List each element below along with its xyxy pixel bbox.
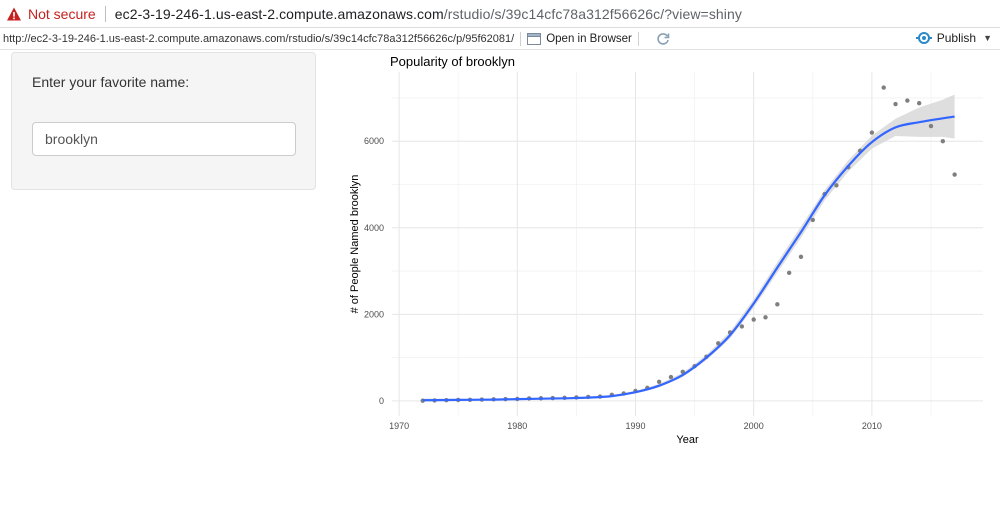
url-path: /rstudio/s/39c14cfc78a312f56626c/?view=s… bbox=[443, 5, 742, 22]
publish-label: Publish bbox=[936, 31, 977, 45]
data-point bbox=[763, 315, 768, 320]
warning-icon[interactable] bbox=[6, 6, 22, 22]
x-tick-label: 1980 bbox=[507, 421, 527, 431]
popularity-chart: 1970 1980 1990 2000 2010 0 2000 4000 6000 Popular… bbox=[340, 50, 1000, 450]
url-field[interactable]: ec2-3-19-246-1.us-east-2.compute.amazona… bbox=[115, 6, 742, 22]
data-point bbox=[798, 254, 804, 259]
data-point bbox=[668, 374, 674, 380]
data-point bbox=[751, 317, 756, 322]
chart-title: Popularity of brooklyn bbox=[390, 54, 515, 69]
data-point bbox=[739, 324, 745, 329]
viewer-url: http://ec2-3-19-246-1.us-east-2.compute.… bbox=[3, 33, 515, 45]
publish-button[interactable]: Publish ▼ bbox=[915, 31, 992, 45]
data-point bbox=[775, 302, 780, 307]
y-tick-label: 6000 bbox=[364, 136, 384, 146]
refresh-icon[interactable] bbox=[655, 31, 671, 47]
sidebar-panel: Enter your favorite name: bbox=[11, 52, 316, 190]
publish-icon bbox=[915, 32, 932, 44]
y-tick-label: 0 bbox=[379, 396, 384, 406]
y-axis-label: # of People Named brooklyn bbox=[349, 175, 361, 314]
toolbar-divider bbox=[637, 32, 639, 46]
data-point bbox=[893, 101, 898, 107]
toolbar-divider bbox=[520, 32, 522, 46]
address-separator bbox=[104, 5, 106, 22]
data-point bbox=[916, 100, 922, 106]
data-point bbox=[952, 172, 957, 177]
y-tick-label: 2000 bbox=[364, 309, 384, 319]
name-input[interactable] bbox=[32, 122, 296, 156]
browser-address-bar: Not secure ec2-3-19-246-1.us-east-2.comp… bbox=[0, 0, 1000, 28]
x-tick-label: 2010 bbox=[862, 421, 882, 431]
data-point bbox=[810, 217, 815, 223]
open-in-browser-button[interactable]: Open in Browser bbox=[527, 33, 632, 45]
x-tick-label: 1990 bbox=[625, 421, 645, 431]
x-tick-label: 2000 bbox=[744, 421, 764, 431]
url-host: ec2-3-19-246-1.us-east-2.compute.amazona… bbox=[114, 5, 444, 22]
data-point bbox=[716, 341, 721, 346]
data-point bbox=[940, 139, 946, 144]
security-status[interactable]: Not secure bbox=[28, 5, 96, 22]
x-axis-label: Year bbox=[676, 434, 699, 446]
viewer-toolbar: http://ec2-3-19-246-1.us-east-2.compute.… bbox=[0, 29, 1000, 50]
open-in-browser-label: Open in Browser bbox=[546, 33, 632, 45]
data-point bbox=[881, 85, 886, 90]
smooth-trend-line bbox=[422, 115, 955, 402]
data-point bbox=[834, 183, 839, 188]
data-point bbox=[869, 130, 875, 135]
chart-svg: 1970 1980 1990 2000 2010 0 2000 4000 6000 Popular… bbox=[349, 54, 983, 446]
data-point bbox=[786, 270, 792, 275]
x-tick-label: 1970 bbox=[389, 421, 409, 431]
data-point bbox=[928, 123, 934, 129]
chevron-down-icon: ▼ bbox=[983, 33, 992, 43]
data-point bbox=[905, 98, 910, 103]
y-tick-label: 4000 bbox=[364, 223, 384, 233]
name-input-label: Enter your favorite name: bbox=[32, 74, 190, 90]
data-point bbox=[656, 379, 662, 385]
browser-window-icon bbox=[527, 33, 542, 45]
